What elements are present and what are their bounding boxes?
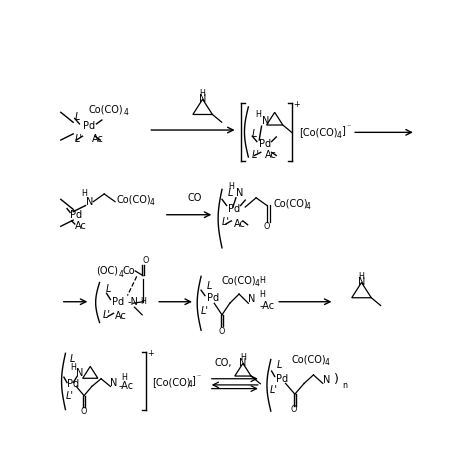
Text: +: +	[293, 100, 300, 109]
Text: N: N	[76, 367, 84, 378]
Text: Ac: Ac	[92, 134, 104, 144]
Text: Co(CO): Co(CO)	[89, 104, 123, 114]
Text: N: N	[248, 294, 256, 304]
Text: L: L	[251, 129, 257, 139]
Text: 4: 4	[255, 279, 259, 288]
Text: ): )	[334, 373, 339, 386]
Text: L: L	[276, 360, 282, 370]
Text: 4: 4	[149, 198, 154, 207]
Text: H: H	[255, 110, 261, 119]
Text: L': L'	[65, 391, 73, 401]
Text: Co(CO): Co(CO)	[273, 198, 308, 208]
Text: O: O	[218, 327, 225, 336]
Text: Pd: Pd	[207, 293, 219, 303]
Text: N: N	[358, 277, 365, 288]
Text: ⁻: ⁻	[196, 373, 201, 382]
Text: Ac: Ac	[235, 219, 246, 229]
Text: N: N	[323, 374, 330, 384]
Text: Pd: Pd	[70, 210, 82, 220]
Text: N: N	[239, 358, 246, 368]
Text: [Co(CO): [Co(CO)	[300, 128, 338, 137]
Text: -Ac: -Ac	[118, 381, 133, 391]
Text: H: H	[358, 272, 365, 281]
Text: L: L	[75, 112, 80, 122]
Text: H: H	[81, 189, 87, 198]
Text: H: H	[259, 276, 265, 285]
Text: L': L'	[103, 310, 110, 320]
Text: CO,: CO,	[214, 358, 232, 368]
Text: -N: -N	[128, 297, 138, 307]
Text: Pd: Pd	[276, 374, 288, 384]
Text: 4: 4	[306, 202, 310, 211]
Text: N: N	[110, 378, 118, 388]
Text: (OC): (OC)	[96, 266, 118, 276]
Text: O: O	[291, 405, 297, 414]
Text: Pd: Pd	[259, 139, 271, 149]
Text: L': L'	[201, 306, 209, 316]
Text: 4: 4	[124, 108, 128, 117]
Text: L': L'	[222, 218, 230, 228]
Text: H: H	[240, 353, 246, 362]
Text: Ac: Ac	[115, 311, 127, 321]
Text: N: N	[236, 188, 243, 198]
Text: [Co(CO): [Co(CO)	[152, 377, 191, 387]
Text: +: +	[147, 349, 154, 358]
Text: n: n	[342, 381, 347, 390]
Text: -Ac: -Ac	[259, 301, 274, 310]
Text: N: N	[262, 116, 269, 126]
Text: Co(CO): Co(CO)	[117, 194, 151, 204]
Text: 4: 4	[118, 270, 123, 279]
Text: ]: ]	[341, 125, 345, 135]
Text: L': L'	[75, 134, 83, 144]
Text: Co: Co	[123, 266, 136, 276]
Text: Pd: Pd	[112, 297, 124, 307]
Text: Co(CO): Co(CO)	[292, 355, 327, 365]
Text: Pd: Pd	[82, 121, 95, 131]
Text: O: O	[143, 256, 149, 265]
Text: H: H	[121, 374, 127, 383]
Text: L: L	[106, 284, 111, 294]
Text: O: O	[263, 222, 269, 231]
Text: 4: 4	[324, 358, 329, 367]
Text: Pd: Pd	[67, 379, 79, 389]
Text: L: L	[70, 354, 75, 364]
Text: Ac: Ac	[75, 221, 87, 231]
Text: L': L'	[270, 385, 278, 395]
Text: H: H	[228, 182, 234, 191]
Text: L: L	[207, 281, 212, 291]
Text: ]: ]	[191, 375, 195, 385]
Text: CO: CO	[187, 193, 201, 203]
Text: 4: 4	[337, 131, 342, 140]
Text: O: O	[80, 407, 87, 416]
Text: L': L'	[251, 150, 259, 160]
Text: Co(CO): Co(CO)	[222, 275, 256, 285]
Text: Ac: Ac	[264, 150, 276, 160]
Text: 4: 4	[187, 381, 192, 390]
Text: ⁻: ⁻	[346, 122, 350, 131]
Text: L: L	[228, 188, 234, 198]
Text: Pd: Pd	[228, 203, 240, 214]
Text: H: H	[259, 290, 265, 299]
Text: N: N	[86, 197, 93, 207]
Text: N: N	[199, 94, 206, 104]
Text: H: H	[141, 297, 146, 306]
Text: H: H	[70, 363, 76, 372]
Text: H: H	[200, 89, 206, 98]
